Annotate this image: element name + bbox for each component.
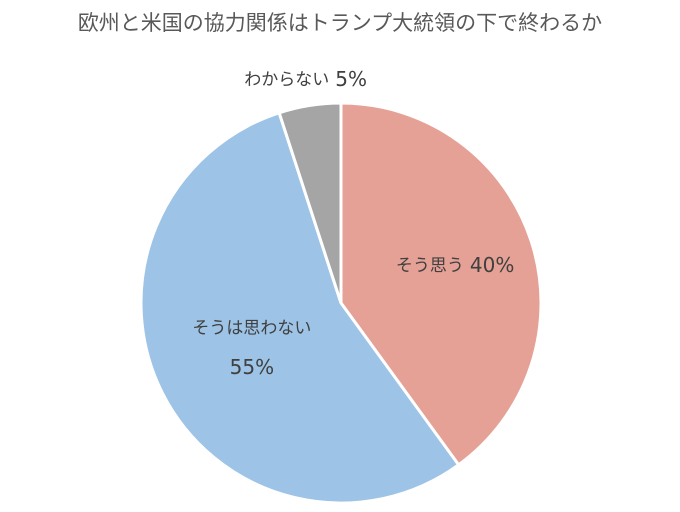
pie-slice [277,101,343,304]
data-label: そう思う 40% [396,252,514,276]
data-label-value: 55% [230,355,274,379]
pie-slice [339,101,543,467]
data-label-category: そうは思わない [192,318,311,338]
data-label: わからない 5% [244,66,367,90]
data-label-value: 40% [470,252,514,276]
data-label-value: 5% [335,66,367,90]
chart-title: 欧州と米国の協力関係はトランプ大統領の下で終わるか [78,11,602,35]
data-label-category: そう思う [396,256,464,276]
data-label-category: わからない [244,70,329,90]
pie-slice [139,110,461,505]
